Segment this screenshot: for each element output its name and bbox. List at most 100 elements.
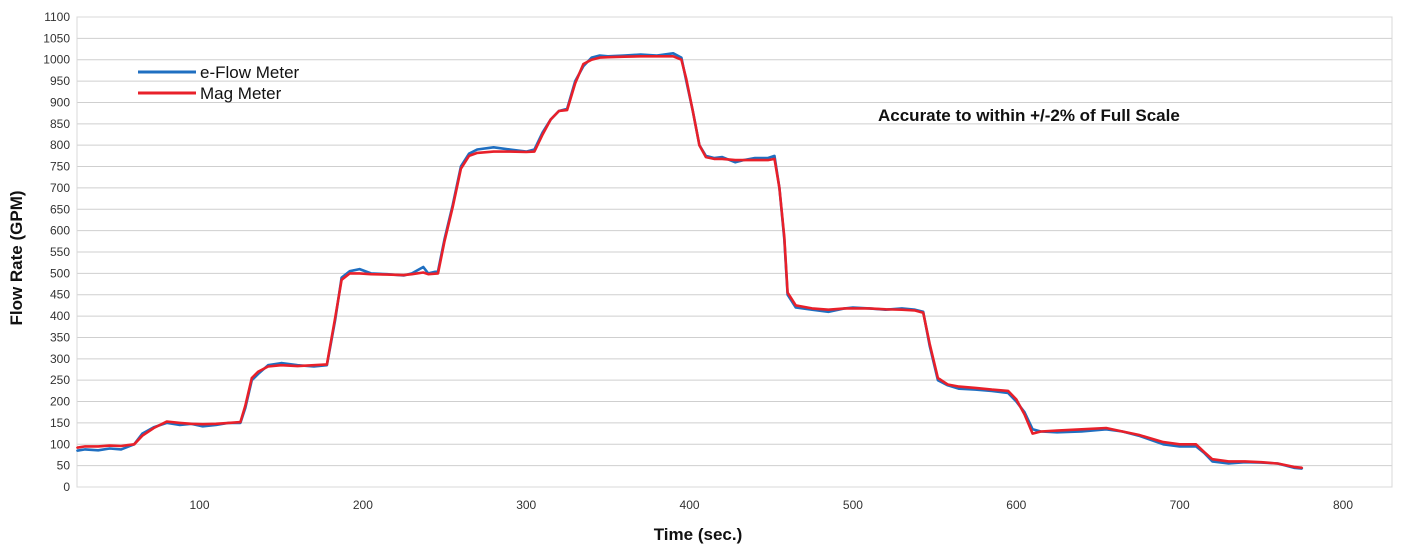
series-line-mag-meter	[76, 54, 1303, 470]
data-point	[1162, 443, 1165, 446]
data-point	[974, 387, 977, 389]
data-point	[754, 159, 756, 162]
data-point	[574, 82, 577, 85]
data-point	[541, 133, 544, 136]
data-point	[1015, 398, 1018, 401]
data-point	[672, 52, 675, 55]
data-point	[1080, 430, 1083, 433]
data-point	[1227, 460, 1230, 463]
y-tick-label: 0	[63, 480, 70, 494]
data-point	[958, 385, 960, 388]
data-point	[566, 109, 568, 111]
y-tick-label: 1100	[44, 10, 70, 24]
data-point	[190, 422, 193, 425]
x-tick-label: 300	[516, 498, 536, 512]
data-point	[152, 427, 155, 429]
data-point	[827, 310, 830, 313]
data-point	[1276, 462, 1279, 465]
y-axis-title: Flow Rate (GPM)	[7, 190, 26, 325]
data-point	[672, 55, 675, 58]
data-point	[76, 449, 78, 452]
data-point	[1105, 427, 1107, 429]
data-point	[598, 54, 601, 57]
data-point	[734, 159, 737, 162]
data-point	[97, 449, 100, 452]
data-point	[1227, 462, 1230, 465]
data-point	[492, 146, 495, 149]
data-point	[1137, 434, 1140, 436]
data-point	[76, 446, 78, 449]
data-point	[914, 309, 916, 312]
data-point	[1178, 445, 1181, 448]
data-point	[296, 365, 299, 367]
x-tick-label: 100	[189, 498, 209, 512]
data-point	[244, 404, 247, 407]
data-point	[451, 206, 454, 209]
data-point	[334, 317, 336, 320]
data-point	[468, 152, 470, 155]
data-point	[443, 240, 446, 243]
data-point	[250, 377, 253, 379]
data-point	[1211, 458, 1214, 461]
y-tick-label: 250	[50, 373, 70, 387]
data-point	[280, 364, 283, 367]
data-point	[468, 155, 470, 157]
data-point	[811, 307, 813, 310]
y-tick-label: 200	[50, 395, 70, 409]
data-point	[691, 110, 694, 112]
data-point	[108, 447, 111, 450]
y-tick-labels: 0 50 100 150 200 250 300 350 400 450 500 550 600 650 7…	[43, 10, 70, 494]
y-tick-label: 350	[50, 330, 70, 344]
data-point	[773, 158, 776, 160]
x-tick-label: 200	[353, 498, 373, 512]
x-axis-title: Time (sec.)	[654, 525, 743, 544]
data-point	[358, 272, 361, 275]
data-point	[340, 278, 343, 281]
data-point	[141, 434, 144, 437]
x-tick-label: 800	[1333, 498, 1353, 512]
data-point	[84, 448, 87, 451]
x-tick-label: 700	[1170, 498, 1190, 512]
legend: e-Flow Meter Mag Meter	[138, 63, 300, 103]
y-tick-label: 650	[50, 202, 70, 216]
series-points-1	[76, 55, 1304, 469]
data-point	[108, 444, 111, 447]
data-point	[754, 157, 756, 159]
data-point	[1121, 430, 1124, 433]
data-point	[348, 272, 351, 275]
data-point	[133, 443, 136, 446]
data-point	[525, 151, 528, 153]
data-point	[901, 308, 903, 311]
legend-label-e-flow: e-Flow Meter	[200, 63, 300, 82]
data-point	[313, 364, 315, 367]
data-point	[639, 55, 642, 58]
data-point	[358, 268, 361, 270]
data-point	[509, 148, 511, 151]
data-point	[767, 157, 769, 159]
y-tick-label: 500	[50, 266, 70, 280]
y-tick-label: 1050	[43, 31, 70, 45]
data-point	[257, 370, 260, 373]
data-point	[884, 308, 887, 311]
y-tick-label: 450	[50, 288, 70, 302]
data-point	[922, 311, 925, 314]
data-point	[713, 158, 715, 160]
data-point	[422, 271, 425, 274]
data-point	[402, 274, 405, 276]
data-point	[476, 148, 479, 151]
data-point	[437, 272, 439, 275]
x-tick-label: 600	[1006, 498, 1026, 512]
y-tick-label: 100	[50, 437, 70, 451]
data-point	[1195, 443, 1197, 446]
y-tick-label: 800	[50, 138, 70, 152]
data-point	[958, 387, 960, 390]
legend-label-mag: Mag Meter	[200, 84, 282, 103]
data-point	[165, 420, 168, 423]
data-point	[773, 155, 776, 157]
y-tick-label: 550	[50, 245, 70, 259]
data-point	[1031, 432, 1034, 435]
data-point	[215, 422, 217, 425]
data-point	[1244, 460, 1246, 463]
data-point	[734, 161, 737, 164]
